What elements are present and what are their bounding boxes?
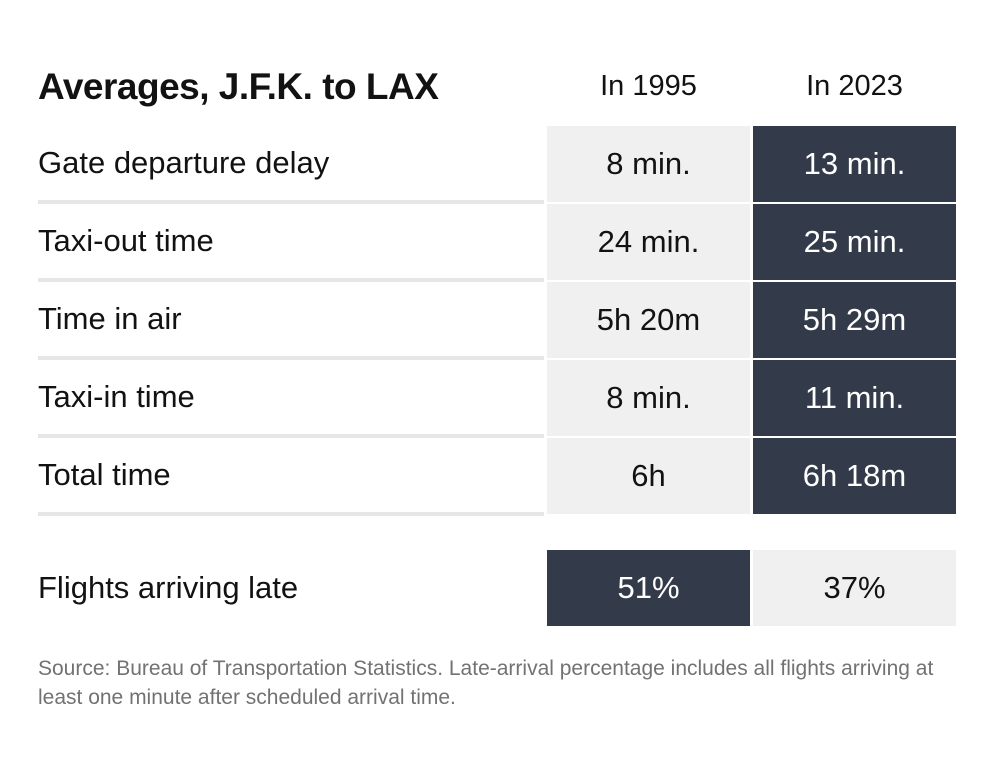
column-header-2023: In 2023 (806, 70, 903, 102)
table-row: Taxi-out time 24 min. 25 min. (38, 204, 956, 280)
cell-1995: 8 min. (547, 360, 750, 436)
row-label: Taxi-in time (38, 360, 544, 436)
row-label: Gate departure delay (38, 126, 544, 202)
comparison-table: Averages, J.F.K. to LAX In 1995 In 2023 … (38, 62, 956, 626)
late-arrivals-row: Flights arriving late 51% 37% (38, 550, 956, 626)
cell-2023: 6h 18m (753, 438, 956, 514)
table-title: Averages, J.F.K. to LAX (38, 66, 439, 107)
cell-2023: 11 min. (753, 360, 956, 436)
table-row: Taxi-in time 8 min. 11 min. (38, 360, 956, 436)
cell-1995: 6h (547, 438, 750, 514)
late-cell-2023: 37% (753, 550, 956, 626)
cell-2023: 5h 29m (753, 282, 956, 358)
cell-1995: 5h 20m (547, 282, 750, 358)
row-label: Flights arriving late (38, 570, 299, 605)
cell-1995: 24 min. (547, 204, 750, 280)
table-row: Total time 6h 6h 18m (38, 438, 956, 514)
late-cell-1995: 51% (547, 550, 750, 626)
source-note: Source: Bureau of Transportation Statist… (38, 657, 934, 709)
row-label: Time in air (38, 282, 544, 358)
column-header-1995: In 1995 (600, 70, 697, 102)
header-row: Averages, J.F.K. to LAX In 1995 In 2023 (38, 62, 956, 126)
cell-2023: 25 min. (753, 204, 956, 280)
cell-2023: 13 min. (753, 126, 956, 202)
row-label: Taxi-out time (38, 204, 544, 280)
cell-1995: 8 min. (547, 126, 750, 202)
table-row: Time in air 5h 20m 5h 29m (38, 282, 956, 358)
table-row: Gate departure delay 8 min. 13 min. (38, 126, 956, 202)
row-label: Total time (38, 438, 544, 514)
